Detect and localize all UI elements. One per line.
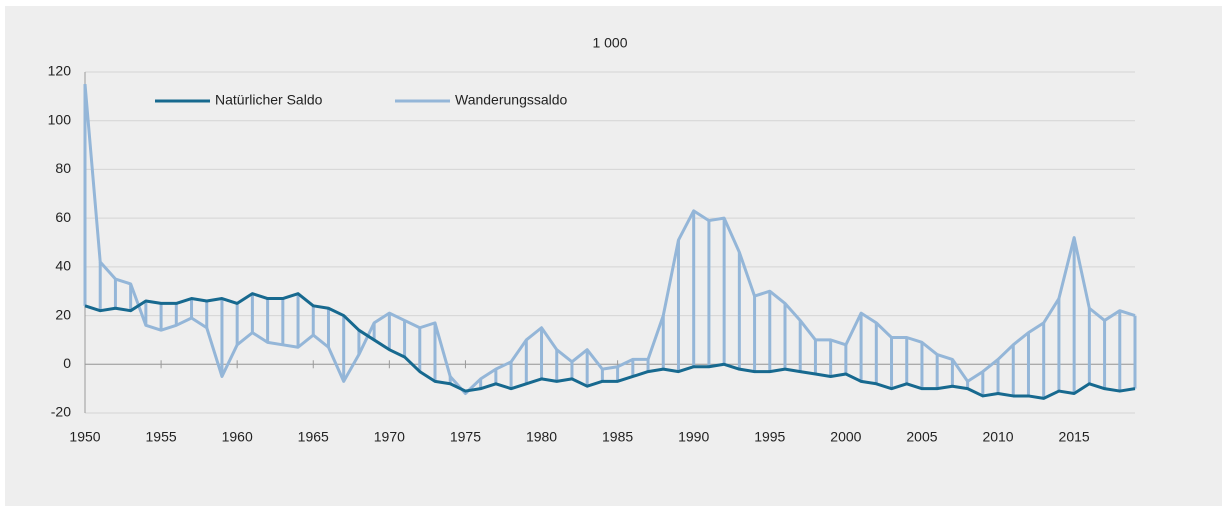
chart-title: 1 000 [592, 35, 627, 51]
y-tick-label: 120 [48, 63, 72, 79]
x-tick-label: 1950 [69, 429, 100, 445]
y-tick-label: 40 [55, 258, 71, 274]
legend-label: Wanderungssaldo [455, 92, 568, 108]
panel [5, 6, 1222, 506]
x-tick-label: 2010 [982, 429, 1013, 445]
x-tick-label: 1975 [450, 429, 481, 445]
y-tick-label: 60 [55, 209, 71, 225]
y-tick-label: 0 [63, 355, 71, 371]
x-tick-label: 2015 [1059, 429, 1090, 445]
x-tick-label: 2000 [830, 429, 861, 445]
series-line [83, 84, 1136, 396]
y-tick-label: 80 [55, 160, 71, 176]
y-tick-label: 20 [55, 306, 71, 322]
x-tick-label: 1960 [222, 429, 253, 445]
series-line [84, 292, 1136, 400]
legend-label: Natürlicher Saldo [215, 92, 323, 108]
x-tick-label: 1955 [146, 429, 177, 445]
x-tick-label: 1965 [298, 429, 329, 445]
x-tick-label: 1980 [526, 429, 557, 445]
x-tick-label: 1985 [602, 429, 633, 445]
x-tick-label: 1970 [374, 429, 405, 445]
x-tick-label: 1990 [678, 429, 709, 445]
y-tick-label: -20 [51, 404, 71, 420]
x-tick-label: 1995 [754, 429, 785, 445]
y-tick-label: 100 [48, 111, 72, 127]
x-tick-label: 2005 [906, 429, 937, 445]
